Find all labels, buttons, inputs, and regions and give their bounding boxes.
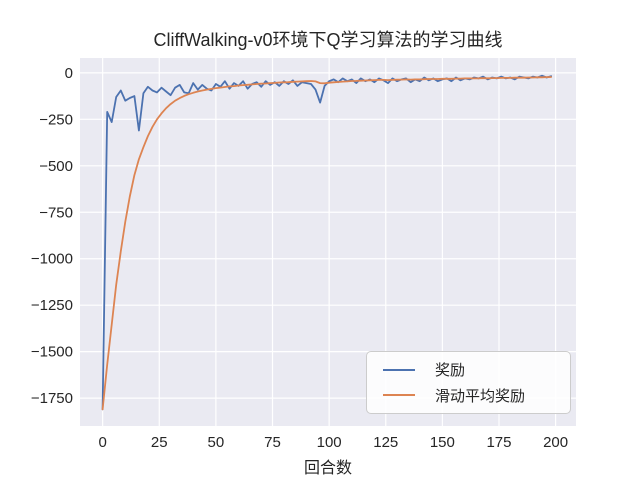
- legend-label-moving-average: 滑动平均奖励: [435, 387, 526, 405]
- legend-row-moving-average: 滑动平均奖励: [377, 383, 560, 407]
- moving-average-series-line: [101, 76, 552, 411]
- y-tick-label: −1000: [31, 251, 73, 268]
- y-tick-label: −750: [39, 204, 73, 221]
- x-tick-label: 75: [264, 434, 281, 451]
- x-tick-label: 100: [317, 434, 342, 451]
- x-tick-label: 125: [373, 434, 398, 451]
- y-tick-label: −500: [39, 158, 73, 175]
- chart-title: CliffWalking-v0环境下Q学习算法的学习曲线: [153, 30, 503, 50]
- legend: 奖励 滑动平均奖励: [366, 351, 571, 414]
- y-tick-label: −250: [39, 111, 73, 128]
- x-tick-label: 0: [98, 434, 106, 451]
- x-tick-label: 175: [486, 434, 511, 451]
- x-tick-label: 150: [430, 434, 455, 451]
- moving-average-line-swatch: [383, 394, 415, 397]
- legend-row-reward: 奖励: [377, 358, 560, 382]
- y-tick-label: 0: [65, 65, 73, 82]
- x-tick-label: 200: [543, 434, 568, 451]
- x-axis-label: 回合数: [303, 460, 352, 477]
- y-tick-label: −1750: [31, 390, 73, 407]
- x-tick-label: 25: [151, 434, 168, 451]
- reward-line-swatch: [383, 368, 415, 371]
- y-tick-label: −1250: [31, 297, 73, 314]
- y-tick-label: −1500: [31, 344, 73, 361]
- legend-label-reward: 奖励: [435, 362, 466, 380]
- x-tick-label: 50: [208, 434, 225, 451]
